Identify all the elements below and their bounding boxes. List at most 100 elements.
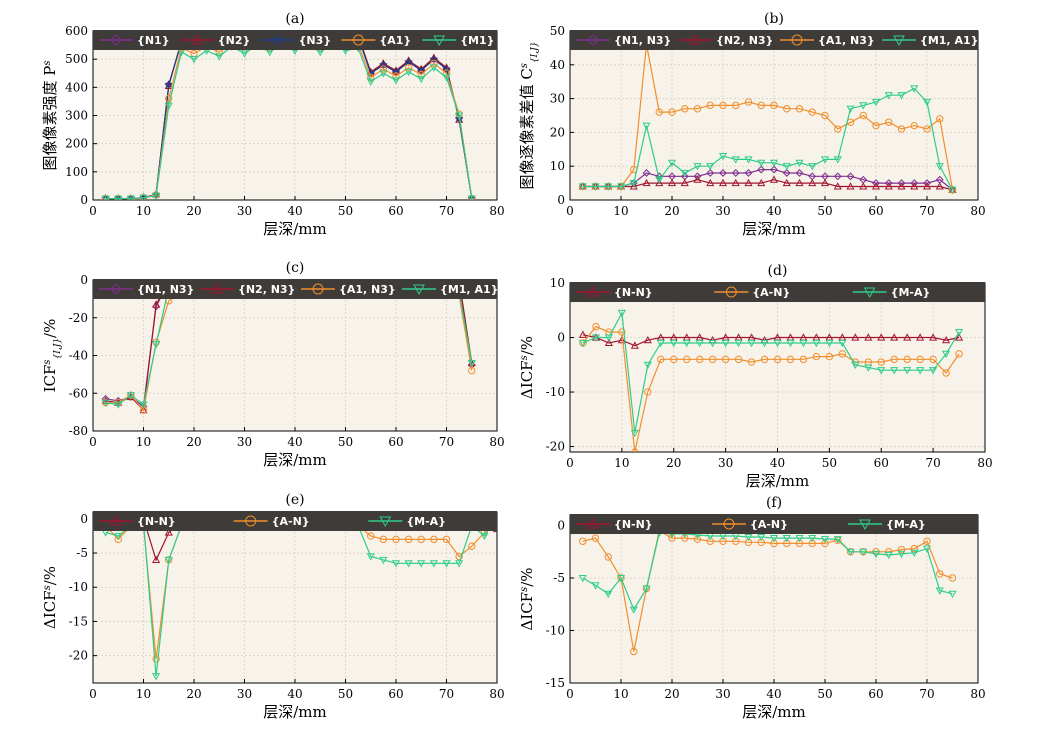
legend-background: [93, 30, 497, 50]
data-point: [366, 553, 375, 561]
data-point: [312, 283, 324, 295]
data-point: [693, 163, 702, 171]
data-point: [783, 539, 791, 548]
data-point: [922, 98, 932, 107]
y-axis-label: ΔICFs/%: [518, 567, 536, 630]
data-point: [757, 159, 766, 168]
data-point: [846, 548, 855, 556]
data-point: [948, 574, 957, 582]
data-point: [152, 673, 161, 681]
legend-background: [570, 30, 978, 50]
data-point: [164, 556, 173, 565]
data-point: [211, 282, 223, 294]
data-point: [757, 538, 765, 546]
data-point: [721, 339, 730, 348]
legend-entry: {N1}: [137, 34, 170, 47]
data-point: [782, 535, 791, 543]
data-point: [670, 355, 678, 364]
data-point: [783, 105, 791, 113]
data-point: [152, 655, 160, 663]
data-point: [747, 358, 756, 366]
series-group: [578, 40, 957, 195]
data-point: [139, 406, 148, 414]
data-point: [101, 195, 110, 200]
data-point: [643, 361, 652, 370]
data-point: [591, 183, 600, 191]
x-tick-label: 30: [715, 687, 730, 701]
y-tick-label: -15: [69, 614, 88, 628]
data-point: [413, 284, 425, 296]
data-point: [721, 355, 730, 364]
x-tick-label: 0: [566, 204, 574, 218]
legend-entry: {N2, N3}: [238, 283, 295, 296]
data-point: [592, 322, 600, 331]
data-point: [773, 339, 782, 348]
data-point: [859, 519, 871, 531]
data-point: [734, 339, 743, 348]
chart-panel: 0 10 20 30 40 50 60 70 80 -20 -10 0 10 {N-N} {A-N} {M-A…: [518, 263, 993, 490]
data-point: [114, 195, 123, 200]
data-point: [760, 355, 769, 364]
data-point: [152, 192, 161, 200]
x-tick-label: 40: [287, 687, 302, 701]
data-point: [782, 178, 791, 187]
data-point: [379, 70, 388, 78]
data-point: [391, 560, 401, 568]
data-point: [604, 553, 612, 561]
data-point: [164, 528, 173, 536]
data-point: [656, 339, 665, 348]
data-point: [851, 361, 860, 370]
legend: {N1, N3} {N2, N3} {A1, N3} {M1, A1}: [93, 279, 498, 299]
y-tick-label: 300: [65, 109, 88, 123]
data-point: [744, 178, 753, 187]
data-point: [859, 182, 868, 190]
y-tick-label: -20: [69, 311, 88, 325]
data-point: [833, 536, 842, 544]
data-point: [871, 550, 881, 559]
data-point: [455, 560, 464, 568]
data-point: [859, 102, 868, 110]
series-line: [582, 325, 960, 452]
data-point: [955, 350, 963, 358]
x-tick-label: 30: [715, 204, 730, 218]
data-point: [578, 574, 587, 583]
y-axis-label: 图像逐像素差值 Cs{I,J}: [518, 42, 540, 190]
data-point: [877, 367, 886, 375]
y-tick-label: 10: [550, 276, 565, 290]
y-tick-label: 30: [550, 92, 565, 106]
legend-entry: {N-N}: [614, 286, 653, 299]
data-point: [455, 552, 463, 561]
data-point: [391, 77, 401, 85]
data-point: [667, 178, 677, 187]
data-point: [630, 429, 639, 438]
y-tick-label: 0: [557, 331, 565, 345]
chart-title: (f): [766, 495, 782, 511]
data-point: [706, 163, 715, 171]
data-point: [587, 34, 599, 46]
data-point: [101, 399, 110, 407]
data-point: [795, 535, 804, 543]
data-point: [152, 341, 161, 349]
data-point: [693, 535, 702, 543]
data-point: [864, 364, 873, 372]
data-point: [245, 515, 257, 527]
data-point: [955, 329, 964, 337]
data-point: [693, 105, 702, 113]
data-point: [719, 101, 727, 110]
chart-panel: 0 10 20 30 40 50 60 70 80-80-60-40-200{N1, N3} {N…: [41, 260, 505, 469]
data-point: [760, 339, 769, 348]
data-point: [734, 355, 743, 364]
data-point: [642, 122, 651, 130]
data-point: [617, 336, 626, 344]
y-tick-label: -10: [546, 385, 565, 399]
y-axis-label: ΔICFs/%: [41, 566, 59, 629]
data-point: [890, 355, 898, 364]
data-point: [795, 159, 804, 168]
x-tick-label: 50: [338, 687, 353, 701]
data-point: [769, 159, 779, 168]
data-point: [139, 194, 148, 200]
legend-entry: {N2, N3}: [716, 34, 773, 47]
y-axis-label: 图像像素强度 Ps: [41, 60, 59, 170]
x-axis-label: 层深/mm: [742, 703, 806, 721]
